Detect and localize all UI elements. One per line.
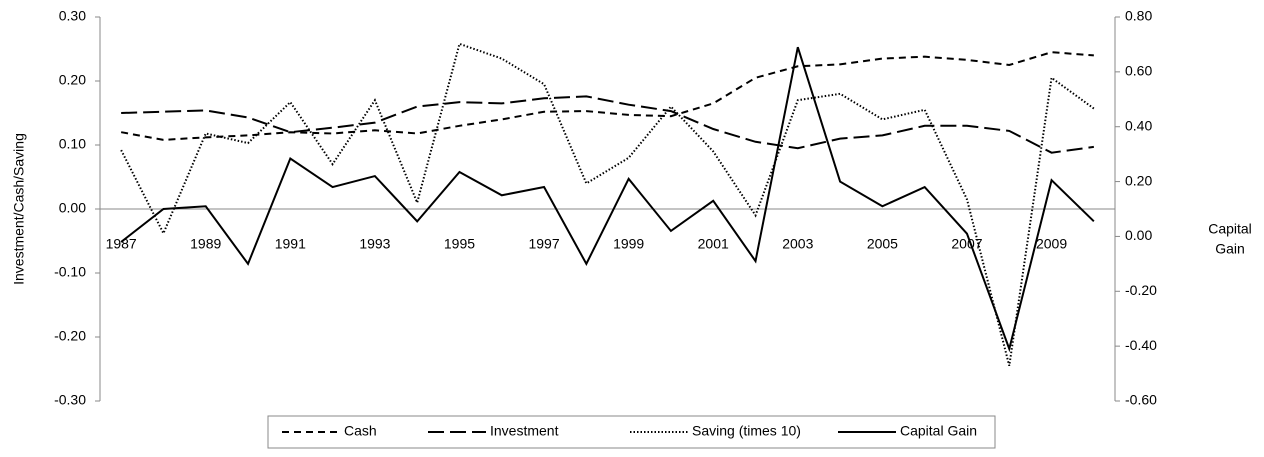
x-tick-label: 1993 <box>359 236 390 252</box>
y-tick-label: 0.20 <box>59 72 86 88</box>
y-tick-label: 0.00 <box>59 200 86 216</box>
series-line <box>120 46 1095 353</box>
x-tick-label: 1991 <box>275 236 306 252</box>
y2-tick-label: 0.80 <box>1125 8 1152 24</box>
y2-tick-label: -0.20 <box>1125 282 1157 298</box>
x-tick-label: 2007 <box>951 236 982 252</box>
legend-label: Saving (times 10) <box>692 423 801 439</box>
legend-label: Cash <box>344 423 377 439</box>
y-tick-label: 0.10 <box>59 136 86 152</box>
y-axis-title: Investment/Cash/Saving <box>11 133 27 285</box>
series-line <box>120 42 1095 367</box>
y2-tick-label: -0.40 <box>1125 337 1157 353</box>
y-tick-label: -0.20 <box>54 328 86 344</box>
x-tick-label: 1997 <box>528 236 559 252</box>
y-tick-label: 0.30 <box>59 8 86 24</box>
x-tick-label: 2003 <box>782 236 813 252</box>
x-tick-label: 1987 <box>106 236 137 252</box>
y2-axis-title: Capital <box>1208 221 1252 237</box>
legend-label: Capital Gain <box>900 423 977 439</box>
x-tick-label: 1989 <box>190 236 221 252</box>
x-tick-label: 1999 <box>613 236 644 252</box>
x-tick-label: 2009 <box>1036 236 1067 252</box>
y2-tick-label: 0.40 <box>1125 117 1152 133</box>
x-tick-label: 2001 <box>698 236 729 252</box>
y2-tick-label: -0.60 <box>1125 392 1157 408</box>
y2-tick-label: 0.00 <box>1125 227 1152 243</box>
series-line <box>121 95 1094 154</box>
y-tick-label: -0.10 <box>54 264 86 280</box>
y-tick-label: -0.30 <box>54 392 86 408</box>
y2-axis-title: Gain <box>1215 241 1245 257</box>
x-tick-label: 1995 <box>444 236 475 252</box>
legend-label: Investment <box>490 423 559 439</box>
x-tick-label: 2005 <box>867 236 898 252</box>
y2-tick-label: 0.20 <box>1125 172 1152 188</box>
y2-tick-label: 0.60 <box>1125 63 1152 79</box>
